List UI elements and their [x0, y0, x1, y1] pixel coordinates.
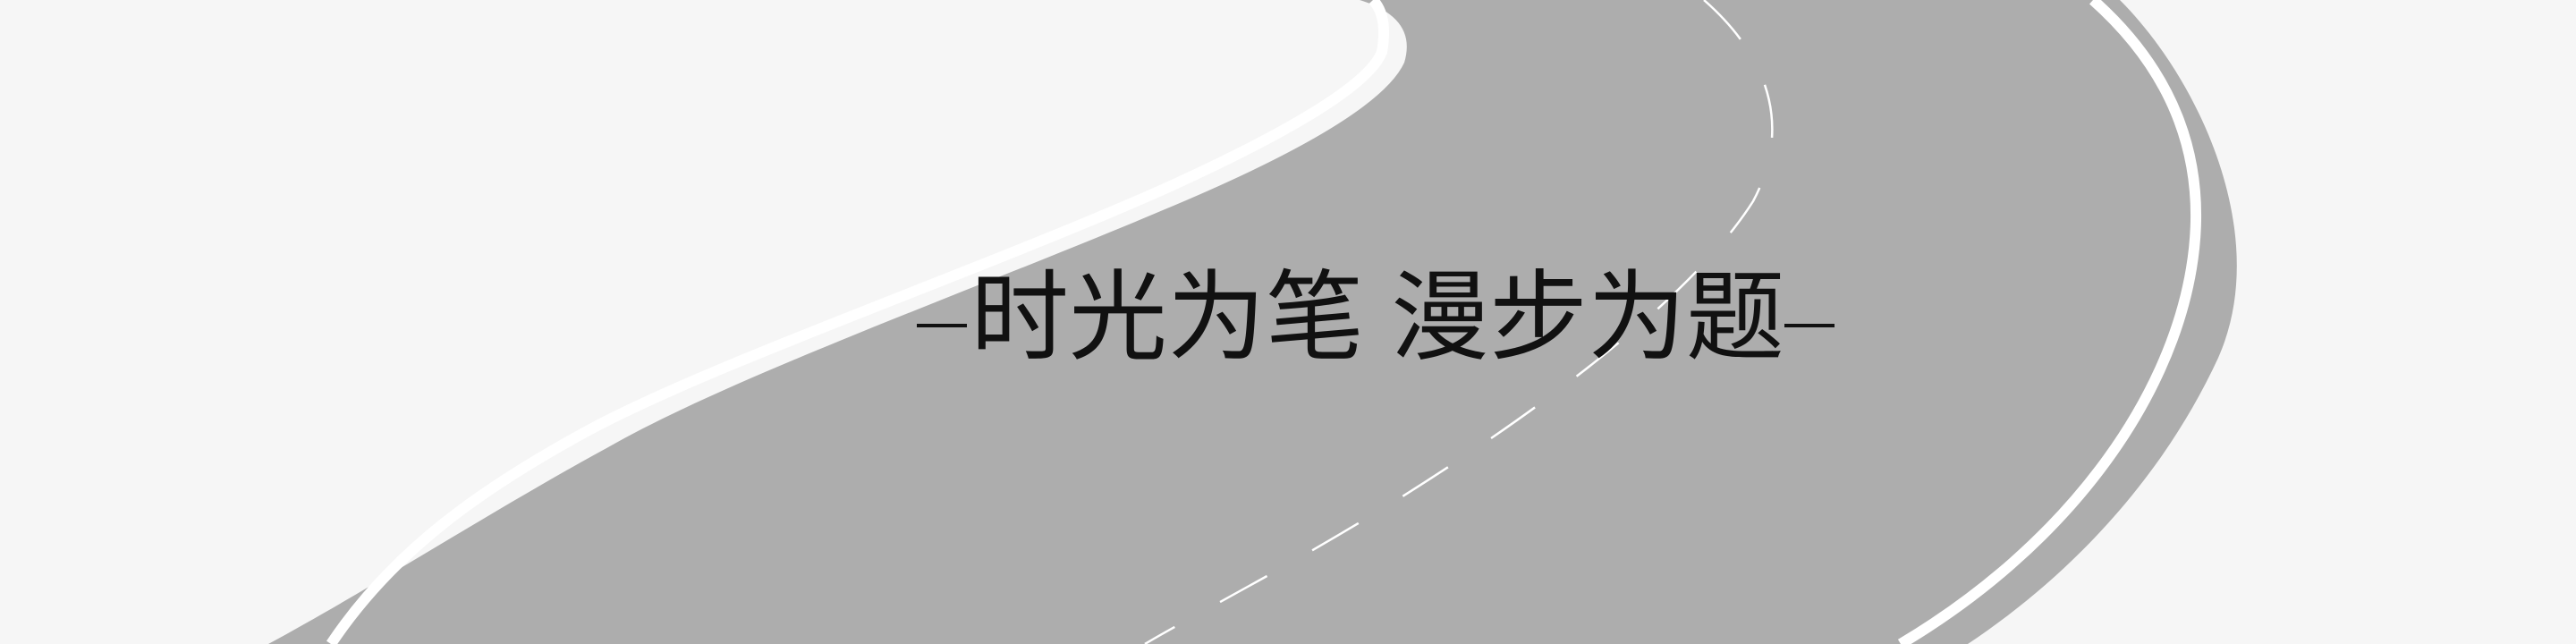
title-text-part1: 时光为笔: [970, 260, 1364, 375]
road-surface: [268, 0, 2237, 644]
title-right-dash: [1784, 324, 1835, 327]
title-text-part2: 漫步为题: [1391, 260, 1784, 375]
road-center-dashes: [1144, 0, 1774, 644]
title-left-dash: [917, 324, 967, 327]
road-left-edge-line: [326, 0, 1389, 644]
road-right-edge-line: [1897, 0, 2202, 644]
title-group: 时光为笔 漫步为题: [917, 259, 1835, 376]
